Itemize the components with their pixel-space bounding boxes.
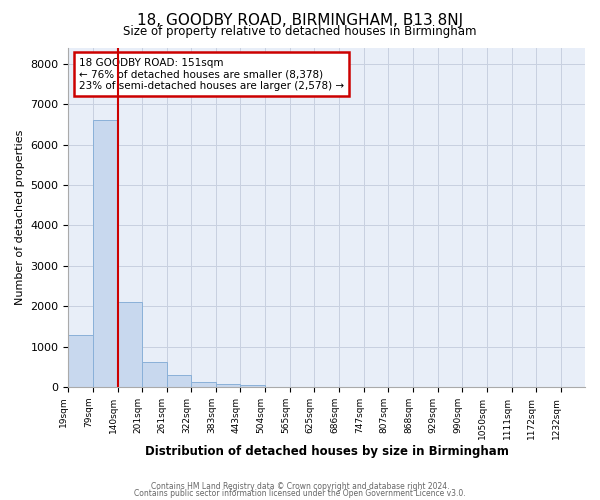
Bar (142, 362, 167, 387)
Text: Contains HM Land Registry data © Crown copyright and database right 2024.: Contains HM Land Registry data © Crown c… (151, 482, 449, 491)
Bar (241, 384, 265, 387)
Bar (216, 384, 241, 387)
Text: 18 GOODBY ROAD: 151sqm
← 76% of detached houses are smaller (8,378)
23% of semi-: 18 GOODBY ROAD: 151sqm ← 76% of detached… (79, 58, 344, 91)
Bar (167, 375, 191, 387)
Bar (118, 302, 142, 387)
Y-axis label: Number of detached properties: Number of detached properties (15, 130, 25, 305)
Bar (93, 120, 117, 387)
Text: 18, GOODBY ROAD, BIRMINGHAM, B13 8NJ: 18, GOODBY ROAD, BIRMINGHAM, B13 8NJ (137, 12, 463, 28)
X-axis label: Distribution of detached houses by size in Birmingham: Distribution of detached houses by size … (145, 444, 509, 458)
Text: Size of property relative to detached houses in Birmingham: Size of property relative to detached ho… (123, 25, 477, 38)
Bar (68, 334, 93, 387)
Text: Contains public sector information licensed under the Open Government Licence v3: Contains public sector information licen… (134, 488, 466, 498)
Bar (191, 382, 216, 387)
